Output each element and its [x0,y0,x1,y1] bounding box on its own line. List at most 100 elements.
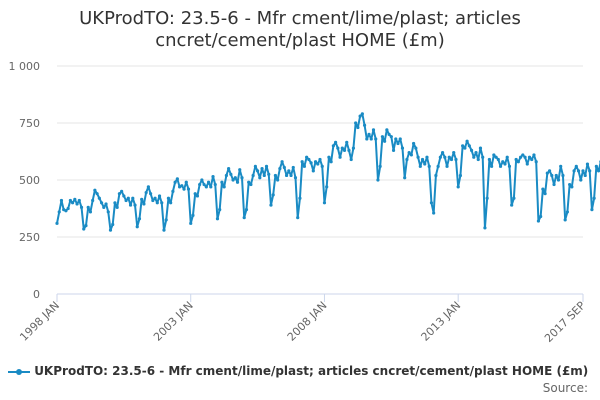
data-point[interactable] [211,174,215,179]
data-point[interactable] [432,211,436,215]
data-point[interactable] [579,178,583,182]
data-point[interactable] [559,164,563,168]
data-point[interactable] [267,172,271,176]
data-point[interactable] [153,196,157,200]
data-point[interactable] [137,217,142,221]
data-point[interactable] [269,203,273,207]
data-point[interactable] [594,164,598,168]
data-point[interactable] [255,169,260,173]
data-point[interactable] [215,217,220,221]
data-point[interactable] [356,125,360,130]
data-point[interactable] [213,182,217,187]
data-point[interactable] [253,164,257,168]
data-point[interactable] [128,203,133,207]
data-point[interactable] [195,194,200,198]
data-point[interactable] [360,112,364,116]
data-point[interactable] [59,198,64,203]
data-point[interactable] [276,178,280,182]
data-point[interactable] [585,162,590,166]
data-point[interactable] [342,148,347,152]
data-point[interactable] [131,196,135,200]
data-point[interactable] [55,221,59,225]
data-point[interactable] [465,139,469,143]
data-point[interactable] [338,155,342,159]
data-point[interactable] [122,194,126,198]
data-point[interactable] [322,201,327,205]
data-point[interactable] [576,169,581,173]
data-point[interactable] [405,157,409,162]
data-point[interactable] [445,164,449,168]
data-point[interactable] [287,169,291,173]
data-point[interactable] [340,146,344,150]
data-point[interactable] [296,216,300,220]
data-point[interactable] [429,201,434,205]
data-point[interactable] [472,155,476,159]
data-point[interactable] [412,141,416,146]
data-point[interactable] [244,208,249,212]
data-point[interactable] [249,182,253,187]
data-point[interactable] [316,162,320,166]
data-point[interactable] [554,173,558,178]
data-point[interactable] [262,173,266,178]
data-point[interactable] [77,198,81,203]
data-point[interactable] [498,164,503,168]
data-point[interactable] [334,140,338,144]
data-point[interactable] [425,155,429,159]
data-point[interactable] [91,198,95,203]
data-point[interactable] [157,194,162,198]
data-point[interactable] [146,185,150,189]
data-point[interactable] [416,155,420,159]
data-point[interactable] [427,164,431,168]
data-point[interactable] [454,157,458,162]
data-point[interactable] [182,187,186,191]
data-point[interactable] [155,201,159,205]
data-point[interactable] [180,184,184,188]
data-point[interactable] [400,146,405,150]
data-point[interactable] [565,210,570,214]
data-point[interactable] [503,162,507,166]
data-point[interactable] [162,228,166,232]
data-point[interactable] [57,210,61,214]
data-point[interactable] [581,169,585,173]
data-point[interactable] [86,205,90,209]
data-point[interactable] [189,221,193,225]
data-point[interactable] [200,178,204,182]
data-point[interactable] [144,190,148,195]
data-point[interactable] [547,169,552,173]
data-point[interactable] [320,164,324,168]
data-point[interactable] [383,139,387,143]
data-point[interactable] [273,173,278,178]
data-point[interactable] [539,214,543,219]
data-point[interactable] [592,196,596,200]
data-point[interactable] [302,164,306,168]
data-point[interactable] [349,157,353,162]
data-point[interactable] [198,182,202,187]
data-point[interactable] [291,165,295,170]
data-point[interactable] [336,146,340,150]
data-point[interactable] [82,227,86,231]
data-point[interactable] [298,196,302,200]
data-point[interactable] [514,157,518,162]
data-point[interactable] [387,132,391,136]
data-point[interactable] [224,173,228,178]
data-point[interactable] [365,137,369,141]
series-layer[interactable] [55,112,600,232]
data-point[interactable] [487,157,491,162]
data-point[interactable] [485,196,489,200]
data-point[interactable] [73,197,77,201]
data-point[interactable] [570,185,574,189]
data-point[interactable] [135,225,139,229]
data-point[interactable] [354,121,358,125]
data-point[interactable] [260,167,264,171]
data-point[interactable] [111,222,115,227]
data-point[interactable] [102,205,106,209]
data-point[interactable] [414,146,418,150]
data-point[interactable] [142,202,146,206]
data-point[interactable] [476,157,480,162]
data-point[interactable] [305,155,309,159]
data-point[interactable] [258,176,262,180]
data-point[interactable] [222,185,226,189]
data-point[interactable] [389,135,393,139]
data-point[interactable] [536,219,541,223]
data-point[interactable] [532,153,536,157]
